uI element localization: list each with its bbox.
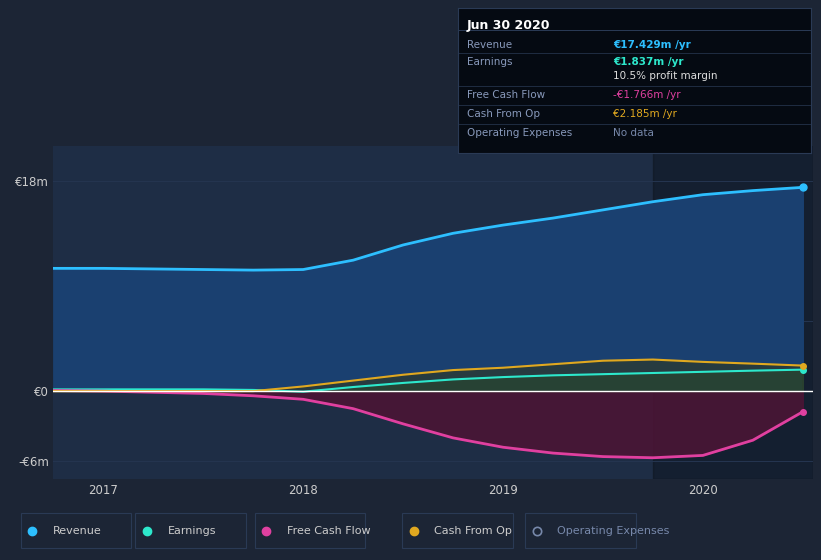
Bar xyxy=(653,146,813,479)
Text: Earnings: Earnings xyxy=(467,57,512,67)
Text: Cash From Op: Cash From Op xyxy=(434,526,512,535)
Text: -€1.766m /yr: -€1.766m /yr xyxy=(613,90,681,100)
Text: €17.429m /yr: €17.429m /yr xyxy=(613,40,691,49)
Text: Revenue: Revenue xyxy=(53,526,101,535)
Text: Operating Expenses: Operating Expenses xyxy=(467,128,572,138)
Text: Operating Expenses: Operating Expenses xyxy=(557,526,670,535)
Text: €2.185m /yr: €2.185m /yr xyxy=(613,109,677,119)
Text: Free Cash Flow: Free Cash Flow xyxy=(467,90,545,100)
Text: Earnings: Earnings xyxy=(167,526,216,535)
Text: No data: No data xyxy=(613,128,654,138)
Text: €1.837m /yr: €1.837m /yr xyxy=(613,57,684,67)
Text: Revenue: Revenue xyxy=(467,40,512,49)
Text: 10.5% profit margin: 10.5% profit margin xyxy=(613,71,718,81)
Text: Cash From Op: Cash From Op xyxy=(467,109,540,119)
Text: Free Cash Flow: Free Cash Flow xyxy=(287,526,370,535)
Text: Jun 30 2020: Jun 30 2020 xyxy=(467,18,550,31)
